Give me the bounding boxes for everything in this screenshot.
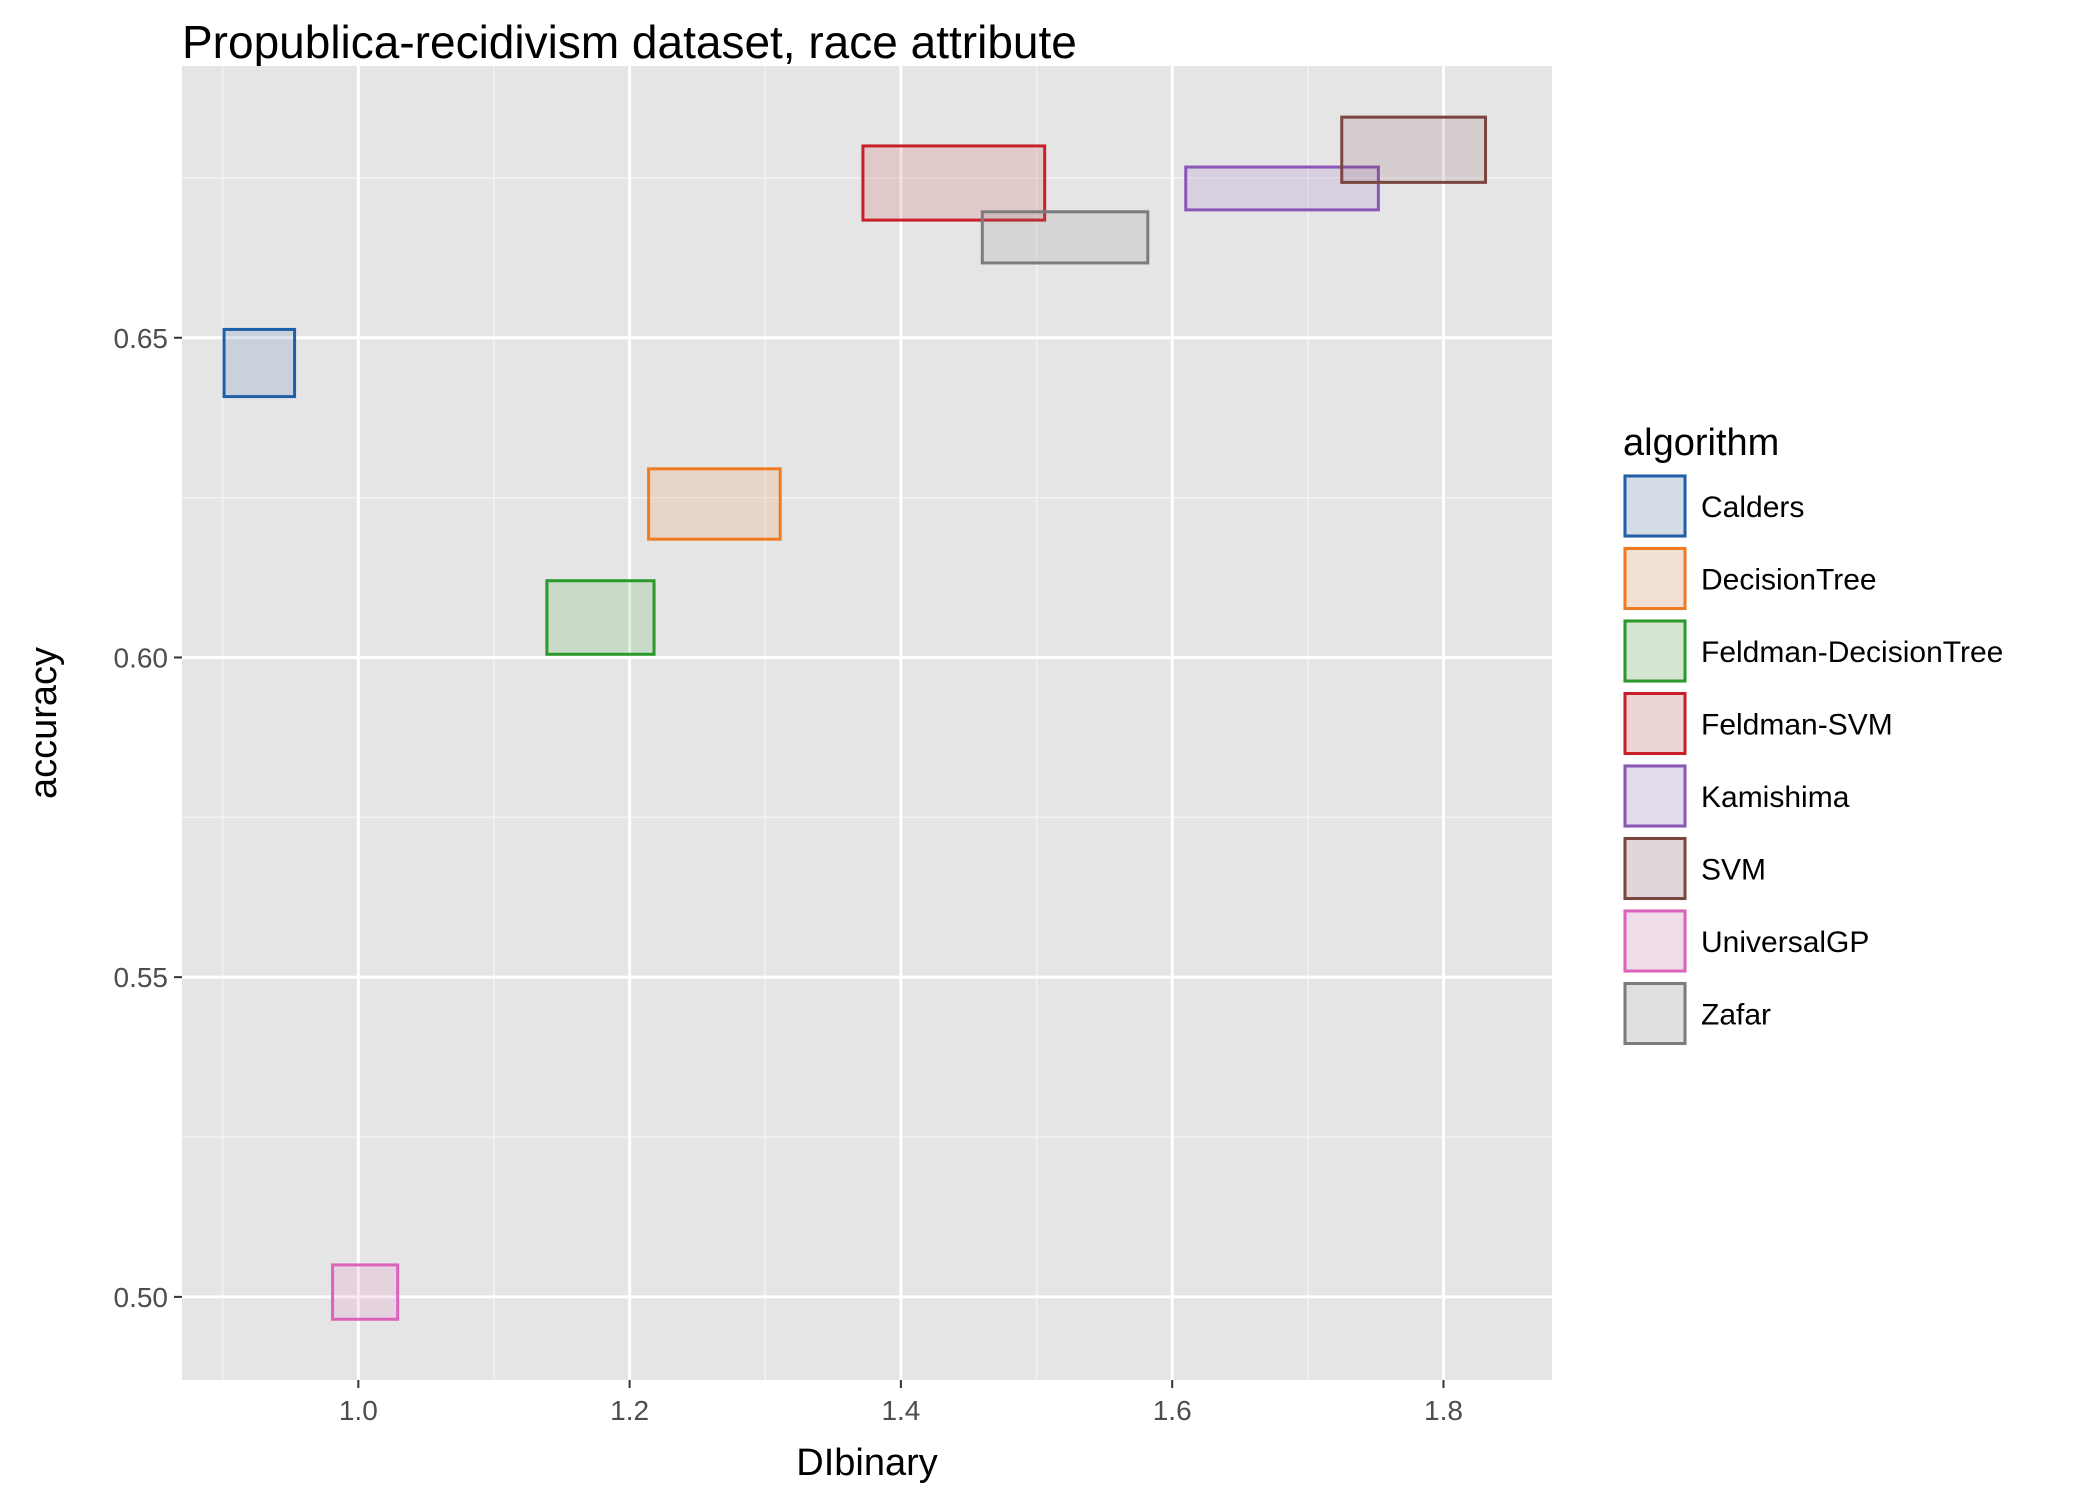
legend-key-bg-feldman-svm bbox=[1623, 691, 1687, 756]
x-tick-label: 1.2 bbox=[610, 1395, 649, 1426]
plot-panel bbox=[182, 66, 1552, 1380]
legend-key-feldman-svm bbox=[1623, 692, 1687, 755]
legend-key-universalgp bbox=[1623, 909, 1687, 973]
legend-key-calders bbox=[1623, 474, 1687, 538]
range-rect-zafar bbox=[980, 210, 1150, 265]
legend-label-svm: SVM bbox=[1701, 854, 1766, 887]
legend-label-universalgp: UniversalGP bbox=[1701, 926, 1869, 959]
legend-label-zafar: Zafar bbox=[1701, 999, 1771, 1032]
legend-key-svm bbox=[1623, 837, 1687, 900]
y-tick-label: 0.55 bbox=[114, 962, 169, 993]
legend-key-feldman-decisiontree bbox=[1623, 619, 1687, 683]
legend-label-feldman-decisiontree: Feldman-DecisionTree bbox=[1701, 636, 2003, 669]
range-rect-kamishima bbox=[1184, 165, 1380, 212]
legend-key-zafar bbox=[1623, 982, 1687, 1045]
x-tick-label: 1.8 bbox=[1424, 1395, 1463, 1426]
y-axis-title: accuracy bbox=[23, 647, 65, 799]
x-axis-title: DIbinary bbox=[796, 1442, 938, 1484]
legend-key-bg-calders bbox=[1623, 474, 1687, 538]
legend-label-feldman-svm: Feldman-SVM bbox=[1701, 709, 1893, 742]
legend-key-kamishima bbox=[1623, 764, 1687, 828]
y-tick-label: 0.50 bbox=[114, 1282, 169, 1313]
chart-title: Propublica-recidivism dataset, race attr… bbox=[182, 16, 1077, 68]
legend-title: algorithm bbox=[1623, 422, 1779, 464]
legend-label-calders: Calders bbox=[1701, 491, 1804, 524]
legend: Calders DecisionTree Feldman-DecisionTree F… bbox=[1623, 474, 2003, 1046]
legend-label-kamishima: Kamishima bbox=[1701, 781, 1850, 814]
range-rect-decisiontree bbox=[647, 467, 782, 541]
legend-key-bg-decisiontree bbox=[1623, 546, 1687, 611]
axis-ticks: 1.0 1.2 1.4 1.6 1.8 0.50 0.55 0.60 0.65 bbox=[114, 323, 1463, 1426]
legend-key-bg-zafar bbox=[1623, 981, 1687, 1046]
range-rect-calders bbox=[222, 327, 297, 399]
data-marks bbox=[222, 115, 1488, 1321]
range-rect-svm bbox=[1340, 115, 1488, 184]
legend-key-bg-feldman-decisiontree bbox=[1623, 619, 1687, 683]
grid-major bbox=[182, 66, 1552, 1380]
legend-key-bg-universalgp bbox=[1623, 909, 1687, 973]
grid-minor bbox=[182, 66, 1552, 1380]
range-rect-universalgp bbox=[331, 1263, 400, 1321]
x-tick-label: 1.4 bbox=[881, 1395, 920, 1426]
x-tick-label: 1.6 bbox=[1153, 1395, 1192, 1426]
legend-key-bg-kamishima bbox=[1623, 764, 1687, 828]
range-rect-feldman-decisiontree bbox=[545, 579, 656, 656]
x-tick-label: 1.0 bbox=[339, 1395, 378, 1426]
y-tick-label: 0.65 bbox=[114, 323, 169, 354]
y-tick-label: 0.60 bbox=[114, 642, 169, 673]
legend-key-decisiontree bbox=[1623, 547, 1687, 610]
legend-key-bg-svm bbox=[1623, 836, 1687, 901]
range-rect-feldman-svm bbox=[861, 144, 1047, 222]
legend-label-decisiontree: DecisionTree bbox=[1701, 564, 1877, 597]
